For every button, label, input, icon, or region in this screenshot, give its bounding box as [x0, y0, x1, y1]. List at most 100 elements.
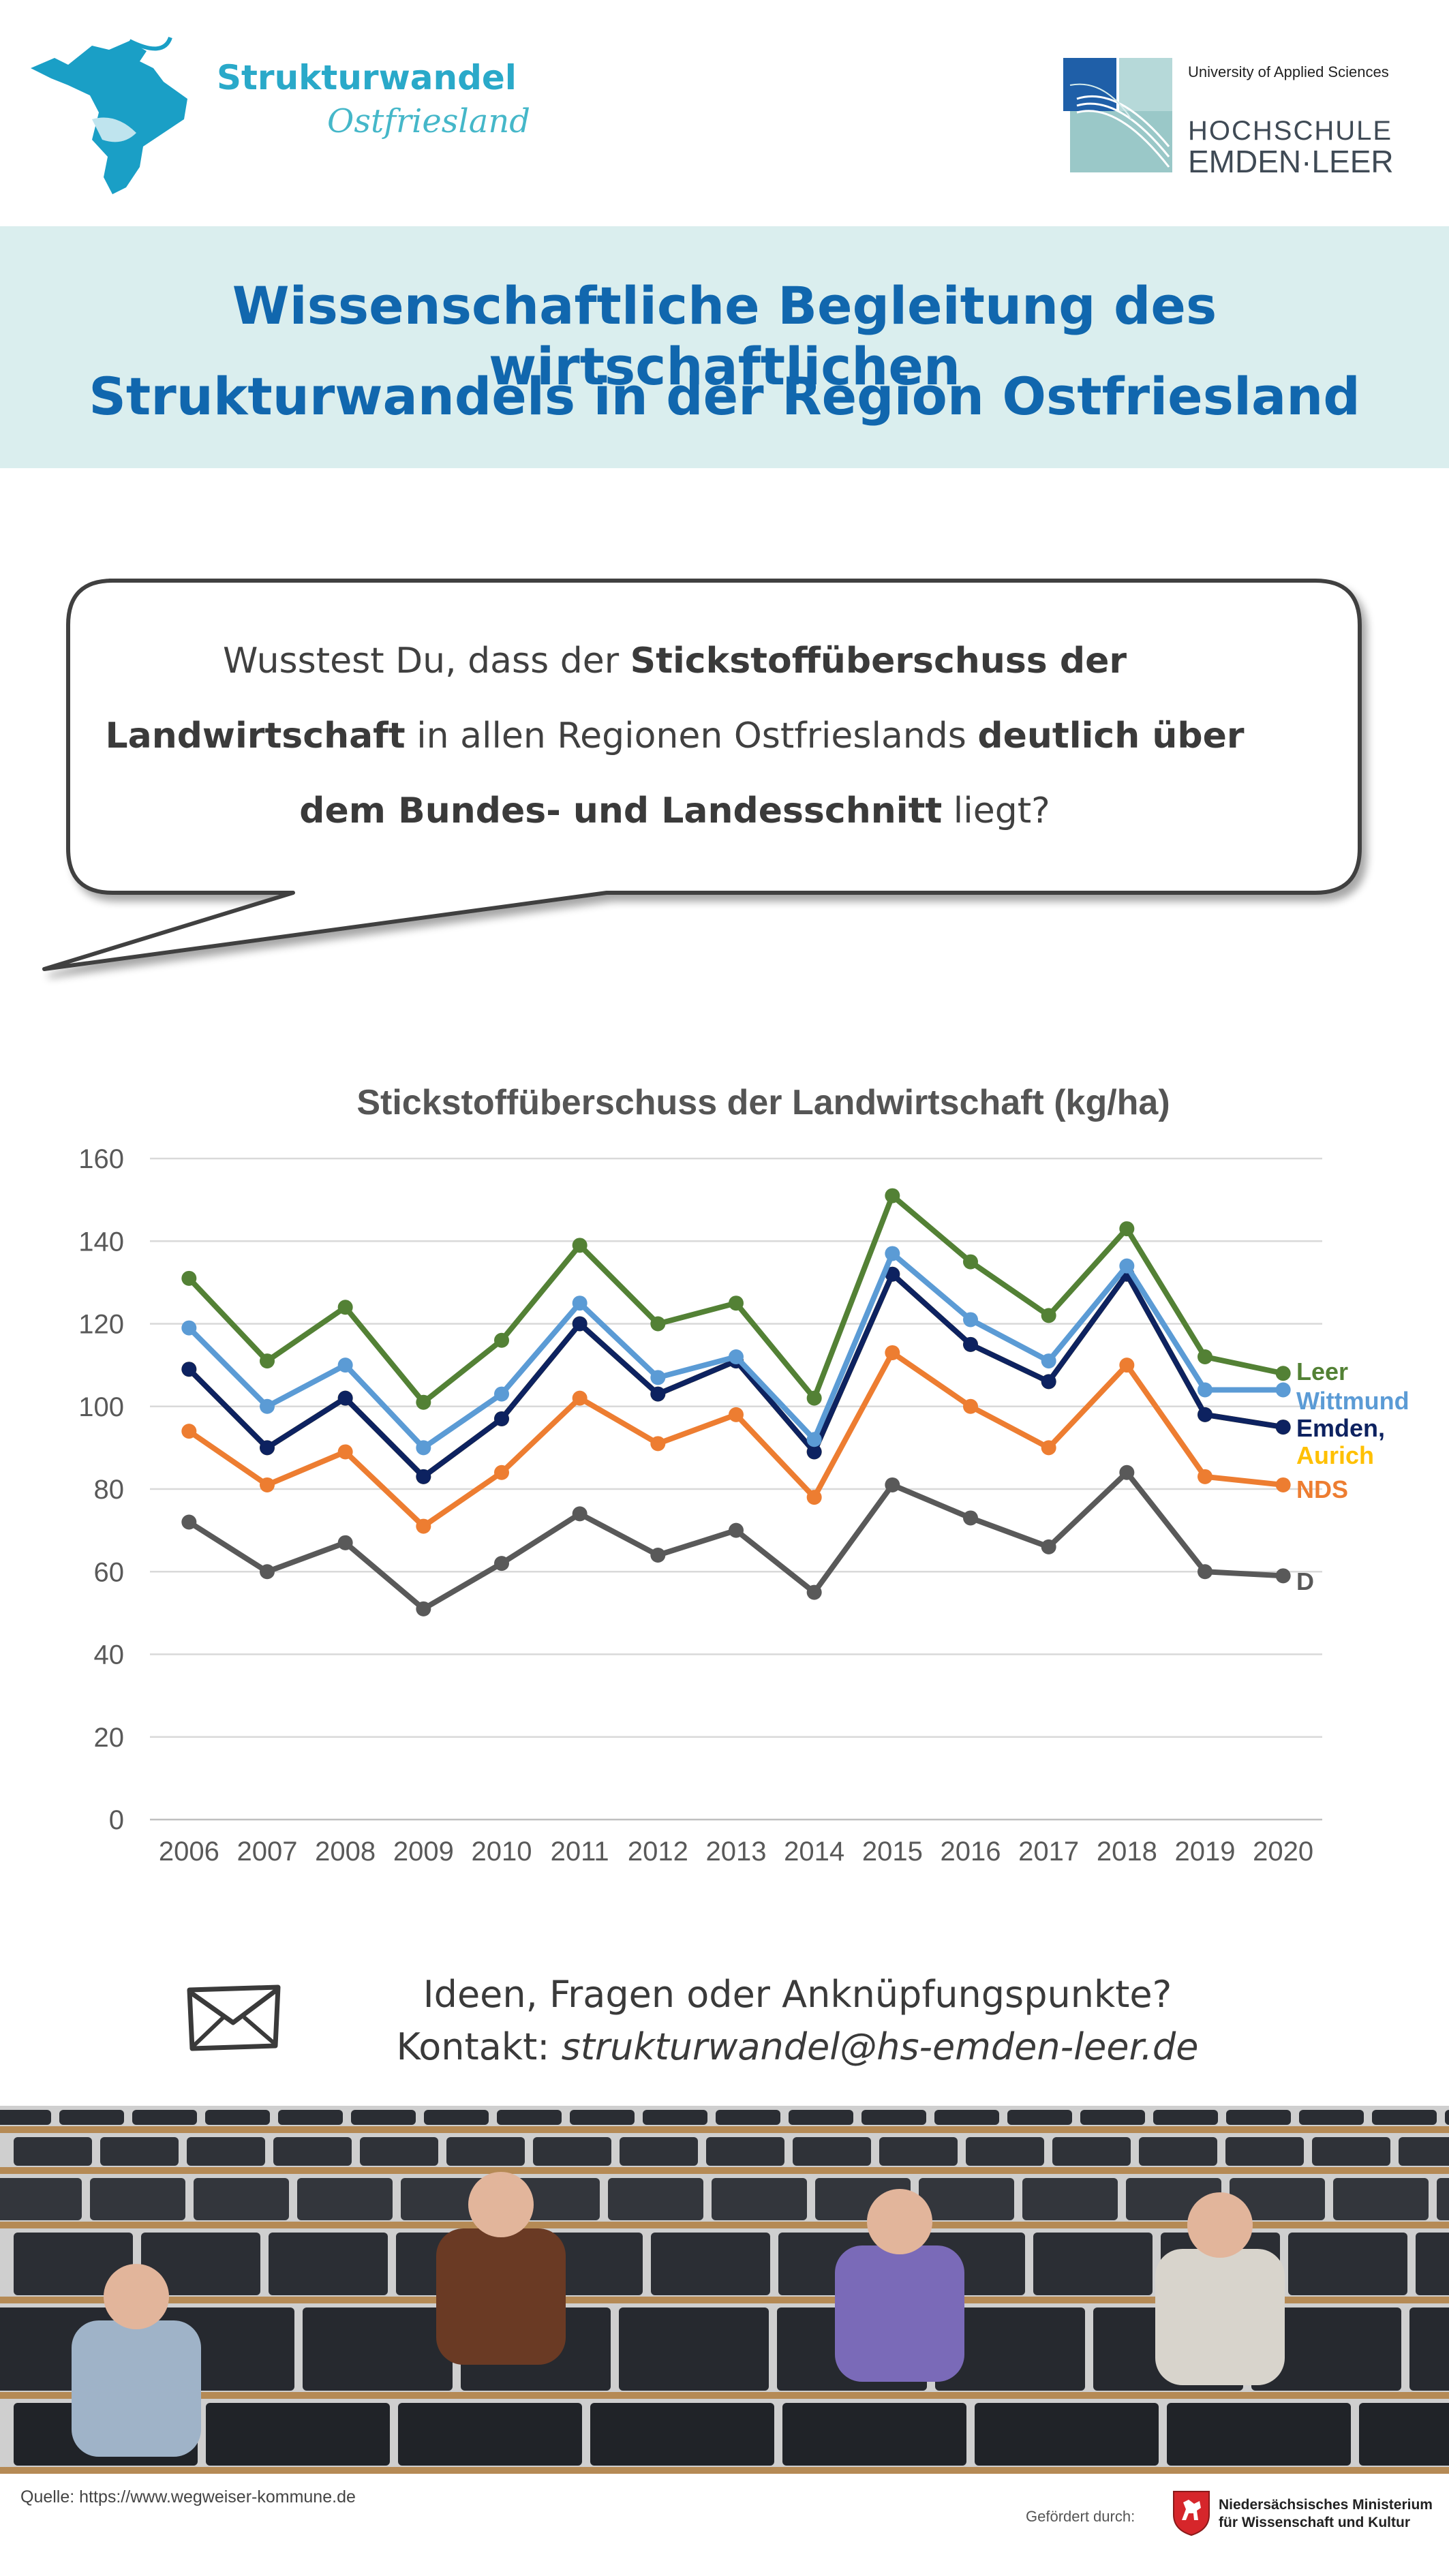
seat [879, 2137, 958, 2166]
data-point [963, 1254, 978, 1270]
y-tick-label: 100 [78, 1392, 124, 1422]
seat [1052, 2137, 1131, 2166]
data-point [1198, 1564, 1212, 1580]
desk-edge [0, 2392, 1449, 2399]
data-point [1119, 1258, 1135, 1274]
data-point [650, 1436, 666, 1452]
x-tick-label: 2015 [862, 1837, 923, 1867]
data-point [650, 1386, 666, 1402]
data-point [337, 1358, 353, 1373]
x-tick-label: 2016 [941, 1837, 1001, 1867]
seat [782, 2403, 966, 2466]
series-line [186, 1349, 1286, 1529]
bubble-text-part: Wusstest Du, dass der [223, 641, 630, 681]
series-wittmund [181, 1246, 1291, 1456]
seat [297, 2178, 393, 2220]
seat [1022, 2178, 1118, 2220]
data-point [1275, 1366, 1291, 1381]
seat [643, 2110, 707, 2125]
university-logo-icon [1063, 58, 1172, 172]
seat [1153, 2110, 1218, 2125]
seat [206, 2403, 390, 2466]
seat [0, 2178, 82, 2220]
series-d [181, 1465, 1291, 1616]
seat [1033, 2233, 1153, 2295]
legend-label: Leer [1296, 1358, 1348, 1385]
seat [590, 2403, 774, 2466]
data-point [806, 1584, 822, 1600]
x-tick-label: 2011 [551, 1837, 609, 1867]
data-point [1275, 1420, 1291, 1435]
torso [72, 2320, 201, 2457]
seat [1437, 2178, 1449, 2220]
data-point [572, 1238, 588, 1253]
seat [360, 2137, 438, 2166]
seat [706, 2137, 784, 2166]
seat [1299, 2110, 1364, 2125]
data-point [1275, 1382, 1291, 1398]
x-tick-label: 2018 [1097, 1837, 1157, 1867]
seat [273, 2137, 352, 2166]
seat [1333, 2178, 1429, 2220]
data-point [1198, 1407, 1212, 1422]
y-tick-label: 60 [94, 1557, 125, 1587]
seat [1080, 2110, 1145, 2125]
seat [303, 2307, 453, 2391]
data-point [729, 1407, 744, 1422]
x-tick-label: 2014 [784, 1837, 844, 1867]
data-point [181, 1362, 197, 1377]
seat [269, 2233, 388, 2295]
seat [793, 2137, 871, 2166]
x-tick-label: 2008 [315, 1837, 376, 1867]
data-point [337, 1444, 353, 1460]
y-tick-label: 0 [109, 1805, 124, 1835]
data-point [806, 1432, 822, 1447]
data-point [1041, 1353, 1056, 1369]
seat [620, 2137, 698, 2166]
data-point [337, 1390, 353, 1406]
title-banner: Wissenschaftliche Begleitung des wirtsch… [0, 226, 1449, 468]
contact-question: Ideen, Fragen oder Anknüpfungspunkte? [423, 1973, 1172, 2016]
legend-label: Emden, [1296, 1414, 1385, 1442]
data-point [1275, 1477, 1291, 1492]
data-point [1041, 1440, 1056, 1456]
data-point [806, 1390, 822, 1406]
seat [1167, 2403, 1351, 2466]
desk-edge [0, 2222, 1449, 2228]
seat [1230, 2178, 1325, 2220]
x-tick-label: 2006 [159, 1837, 219, 1867]
university-tagline: University of Applied Sciences [1188, 63, 1389, 80]
seat [132, 2110, 197, 2125]
seat [608, 2178, 703, 2220]
seat [1139, 2137, 1217, 2166]
data-point [260, 1398, 275, 1414]
data-point [494, 1465, 509, 1480]
y-tick-label: 120 [78, 1310, 124, 1340]
contact-email-link[interactable]: strukturwandel@hs-emden-leer.de [561, 2025, 1199, 2068]
seat [919, 2178, 1014, 2220]
torso [1155, 2249, 1285, 2385]
data-point [963, 1336, 978, 1352]
bubble-text-part: liegt? [942, 791, 1050, 831]
seat [1312, 2137, 1390, 2166]
data-point [337, 1535, 353, 1550]
data-point [494, 1386, 509, 1402]
seat [351, 2110, 416, 2125]
data-point [650, 1548, 666, 1563]
legend-label: Wittmund [1296, 1387, 1409, 1415]
seat [570, 2110, 635, 2125]
head [1187, 2192, 1253, 2258]
university-name-1: HOCHSCHULE [1188, 116, 1393, 146]
seat [533, 2137, 611, 2166]
x-tick-label: 2009 [393, 1837, 454, 1867]
desk-edge [0, 2297, 1449, 2303]
seat [1007, 2110, 1072, 2125]
person-1 [72, 2264, 201, 2457]
data-point [416, 1518, 431, 1534]
funded-by-label: Gefördert durch: [1026, 2508, 1135, 2525]
bubble-highlight-1: Stickstoffüberschuss der Landwirtschaft [105, 641, 1127, 756]
seat [205, 2110, 270, 2125]
seat [966, 2137, 1044, 2166]
data-point [337, 1300, 353, 1315]
data-point [963, 1312, 978, 1328]
